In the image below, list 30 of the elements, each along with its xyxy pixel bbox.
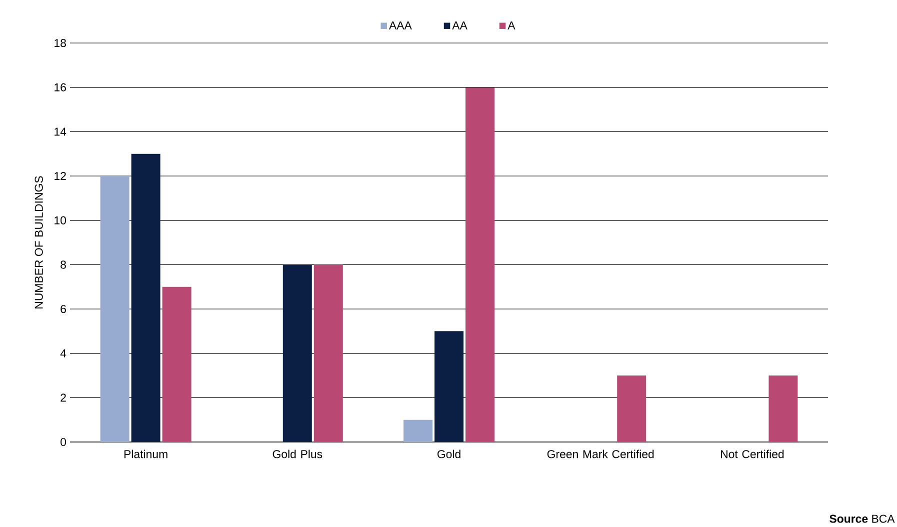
x-tick-label: Green Mark Certified [547, 450, 654, 458]
y-tick-label: 4 [60, 349, 66, 358]
y-tick-label: 8 [60, 260, 66, 269]
bar [100, 176, 130, 442]
y-tick-label: 18 [54, 38, 66, 48]
legend-label: AAA [388, 21, 412, 30]
legend-label: A [508, 21, 516, 30]
bar [131, 154, 160, 442]
y-tick-label: 14 [54, 128, 66, 136]
bar [404, 420, 433, 442]
bar [314, 264, 343, 442]
y-axis-title: NUMBER OF BUILDINGS [34, 176, 43, 308]
x-tick-label: Gold Plus [272, 450, 322, 458]
legend-label: AA [452, 21, 468, 30]
x-tick-label: Not Certified [720, 450, 784, 458]
bar [162, 286, 192, 442]
bar [617, 376, 646, 442]
bar [434, 331, 464, 442]
y-tick-label: 12 [54, 172, 66, 180]
y-tick-label: 10 [54, 216, 66, 224]
y-tick-label: 6 [60, 304, 66, 314]
x-tick-label: Gold [437, 450, 460, 458]
bar [768, 376, 798, 442]
bar [282, 264, 312, 442]
y-tick-label: 16 [54, 83, 66, 92]
y-tick-label: 0 [60, 438, 66, 446]
bar [465, 87, 494, 442]
x-tick-label: Platinum [124, 450, 168, 458]
text: Source BCA [830, 514, 895, 523]
y-tick-label: 2 [60, 394, 66, 402]
